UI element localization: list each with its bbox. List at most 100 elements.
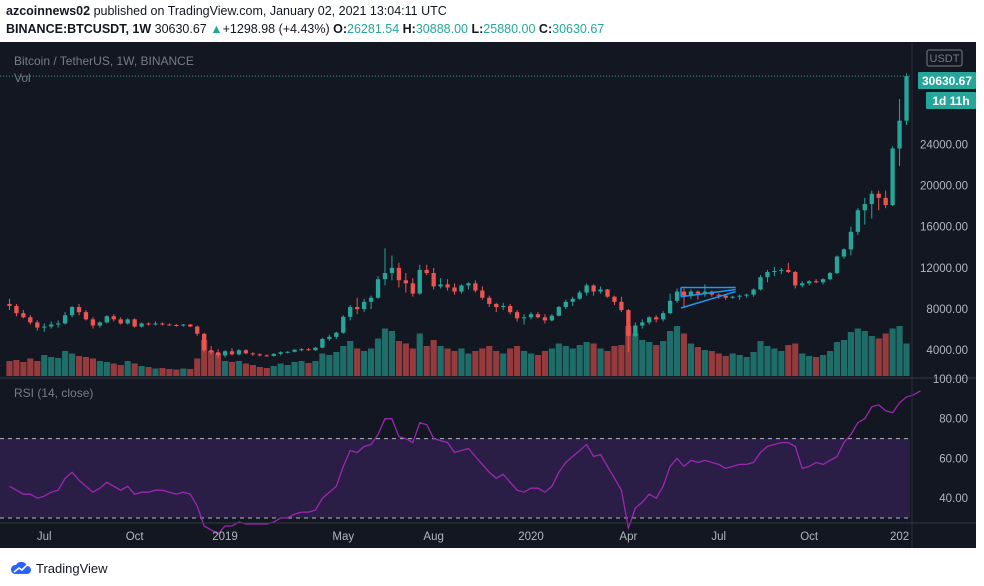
volume-bar [527, 353, 535, 376]
chart-container[interactable]: 4000.00 8000.00 12000.00 16000.00 20000.00 24… [0, 42, 976, 548]
volume-bar [48, 357, 55, 376]
candle-body [473, 283, 478, 291]
candle-body [438, 284, 443, 287]
volume-bar [152, 368, 159, 376]
high-label: H: [402, 22, 416, 36]
volume-bar [701, 350, 708, 376]
candle-body [619, 301, 624, 311]
price-chart[interactable]: 4000.00 8000.00 12000.00 16000.00 20000.00 24… [0, 42, 976, 548]
volume-bar [840, 340, 848, 376]
rsi-tick-label: 60.00 [939, 453, 968, 465]
triangle-drawing[interactable] [680, 286, 736, 309]
candle-body [132, 319, 137, 327]
candle-body [208, 350, 214, 353]
author-name[interactable]: azcoinnews02 [6, 4, 91, 18]
candle-body [807, 281, 812, 284]
candle-body [389, 267, 395, 274]
volume-bar [138, 366, 145, 376]
candle-body [55, 323, 61, 325]
candle-body [174, 325, 179, 327]
price-tick-label: 20000.00 [920, 181, 968, 193]
volume-bar [618, 345, 625, 376]
candle-body [577, 292, 582, 299]
price-tick-label: 8000.00 [926, 304, 968, 316]
volume-bar [235, 361, 243, 376]
rsi-pane [0, 390, 921, 535]
volume-bar [667, 331, 674, 376]
candle-body [160, 323, 165, 325]
candle-body [250, 353, 256, 355]
candle-body [417, 269, 422, 294]
volume-bar [555, 343, 562, 376]
candle-body [181, 324, 186, 326]
volume-bar [562, 346, 569, 376]
volume-bar [41, 355, 48, 376]
volume-bar [764, 346, 771, 376]
candle-body [410, 283, 415, 294]
currency-badge[interactable]: USDT [930, 53, 960, 65]
candle-body [667, 300, 673, 314]
triangle-upper-line [680, 288, 736, 298]
candle-body [313, 347, 318, 351]
volume-bar [402, 343, 409, 376]
volume-bar [632, 333, 639, 376]
volume-bar [708, 351, 715, 376]
price-change: +1298.98 (+4.43%) [222, 22, 330, 36]
candles [7, 73, 909, 359]
tradingview-wordmark: TradingView [36, 560, 108, 576]
candle-body [243, 350, 249, 354]
volume-bar [291, 362, 298, 376]
candle-body [633, 325, 638, 336]
volume-bar [500, 353, 507, 376]
change-up-icon: ▲ [210, 22, 223, 36]
volume-bar [361, 351, 368, 376]
time-tick-label: Jul [711, 531, 726, 543]
candle-body [424, 269, 429, 274]
volume-bar [319, 353, 326, 376]
volume-bar [673, 326, 681, 376]
candle-body [813, 281, 819, 283]
candle-body [118, 319, 123, 324]
volume-bar [736, 355, 743, 376]
candle-body [800, 283, 805, 286]
low-value: 25880.00 [483, 22, 536, 36]
symbol-label: BINANCE:BTCUSDT, 1W [6, 22, 152, 36]
candle-body [466, 283, 471, 286]
volume-bar [646, 342, 653, 376]
volume-bar [131, 363, 138, 376]
rsi-band [0, 438, 910, 519]
candle-body [153, 323, 158, 325]
volume-bar [27, 358, 34, 376]
low-label: L: [471, 22, 484, 36]
time-tick-label: 2020 [518, 531, 544, 543]
volume-bar [68, 353, 76, 376]
volume-bar [743, 357, 750, 376]
tradingview-brand[interactable]: TradingView [10, 560, 108, 576]
volume-bar [159, 368, 166, 376]
candle-body [104, 316, 109, 323]
candle-body [139, 323, 144, 327]
candle-body [229, 351, 235, 355]
volume-bar [340, 346, 347, 376]
volume-bar [896, 326, 903, 376]
currency-badge-frame[interactable] [926, 49, 963, 67]
volume-bar [861, 331, 868, 376]
candle-body [97, 322, 103, 326]
volume-bar [868, 336, 875, 376]
volume-bar [13, 360, 20, 376]
volume-bar [180, 368, 187, 376]
candle-body [848, 231, 854, 250]
volume-bar [103, 362, 110, 376]
candle-body [834, 256, 840, 274]
candle-body [772, 270, 777, 272]
candle-body [396, 267, 402, 281]
candle-body [306, 349, 311, 351]
volume-bar [639, 340, 646, 376]
volume-bar [284, 365, 291, 376]
candle-body [480, 290, 485, 298]
volume-bar [611, 346, 618, 376]
volume-bar [820, 355, 827, 376]
candle-body [236, 350, 242, 355]
price-tick-label: 4000.00 [926, 345, 968, 357]
volume-bar [680, 333, 688, 376]
